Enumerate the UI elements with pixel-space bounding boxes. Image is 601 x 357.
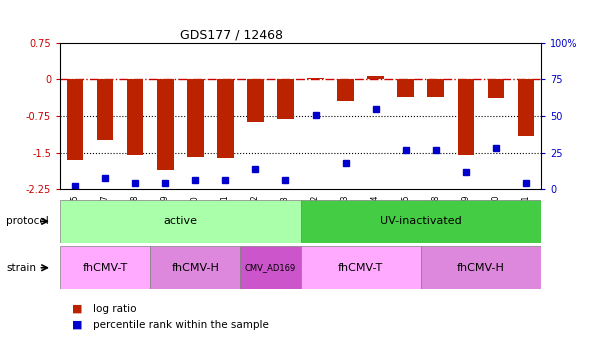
FancyBboxPatch shape — [240, 246, 300, 289]
Text: ■: ■ — [72, 320, 82, 330]
Bar — [67, 80, 84, 160]
Text: protocol: protocol — [6, 216, 49, 226]
Text: fhCMV-T: fhCMV-T — [338, 263, 383, 273]
FancyBboxPatch shape — [421, 246, 541, 289]
Bar — [397, 80, 414, 96]
Bar — [97, 80, 114, 140]
Bar — [157, 80, 174, 170]
Bar — [187, 80, 204, 157]
Text: ■: ■ — [72, 304, 82, 314]
Text: percentile rank within the sample: percentile rank within the sample — [93, 320, 269, 330]
Bar — [307, 79, 324, 80]
Text: strain: strain — [6, 263, 36, 273]
Text: fhCMV-H: fhCMV-H — [457, 263, 505, 273]
Bar — [367, 76, 384, 80]
Text: fhCMV-T: fhCMV-T — [82, 263, 128, 273]
Bar — [127, 80, 144, 155]
FancyBboxPatch shape — [150, 246, 240, 289]
Bar — [457, 80, 474, 155]
Bar — [277, 80, 294, 120]
Text: active: active — [163, 216, 197, 226]
Bar — [247, 80, 264, 122]
Text: GDS177 / 12468: GDS177 / 12468 — [180, 29, 283, 41]
Text: log ratio: log ratio — [93, 304, 136, 314]
Bar — [337, 80, 354, 101]
Bar — [427, 80, 444, 96]
Bar — [517, 80, 534, 136]
Bar — [217, 80, 234, 159]
Text: UV-inactivated: UV-inactivated — [380, 216, 462, 226]
FancyBboxPatch shape — [60, 246, 150, 289]
Bar — [487, 80, 504, 98]
Text: fhCMV-H: fhCMV-H — [171, 263, 219, 273]
FancyBboxPatch shape — [300, 246, 421, 289]
FancyBboxPatch shape — [300, 200, 541, 243]
Text: CMV_AD169: CMV_AD169 — [245, 263, 296, 272]
FancyBboxPatch shape — [60, 200, 300, 243]
